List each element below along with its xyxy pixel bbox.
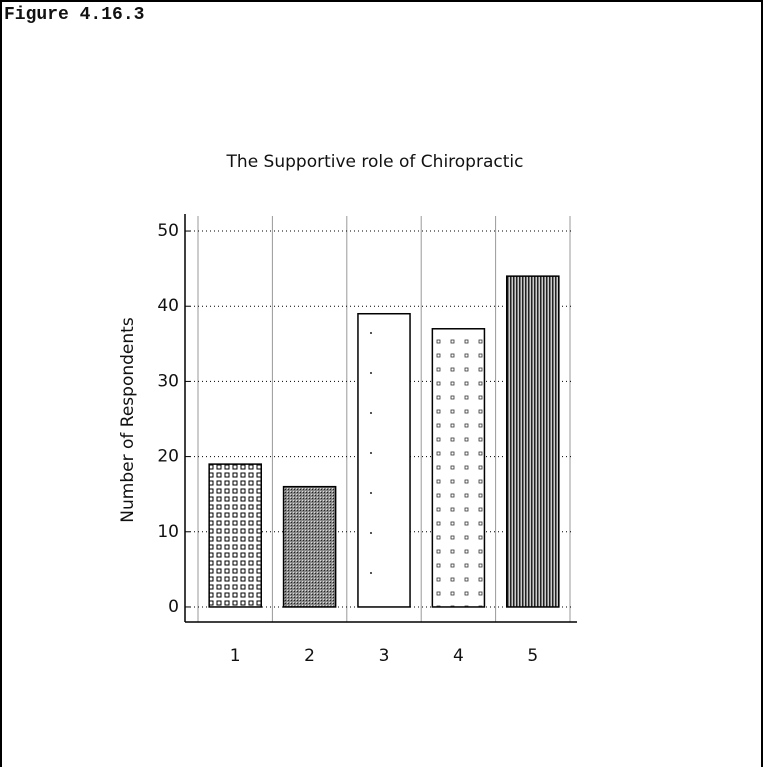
y-tick-label: 30: [157, 371, 179, 391]
x-tick-label: 2: [304, 646, 315, 666]
x-tick-label: 1: [230, 646, 241, 666]
x-tick-label: 3: [379, 646, 390, 666]
chart-title: The Supportive role of Chiropractic: [226, 152, 524, 172]
bar: [431, 328, 486, 608]
y-axis-label: Number of Respondents: [118, 317, 138, 523]
y-tick-label: 50: [157, 221, 179, 241]
y-tick-label: 10: [157, 522, 179, 542]
bar: [208, 463, 262, 608]
x-tick-label: 5: [527, 646, 538, 666]
bar: [282, 485, 337, 608]
bar: [506, 275, 560, 608]
figure-label: Figure 4.16.3: [4, 5, 144, 25]
bar: [357, 312, 411, 608]
y-tick-label: 0: [168, 597, 179, 617]
x-tick-label: 4: [453, 646, 464, 666]
y-tick-label: 20: [157, 447, 179, 467]
y-tick-label: 40: [157, 296, 179, 316]
